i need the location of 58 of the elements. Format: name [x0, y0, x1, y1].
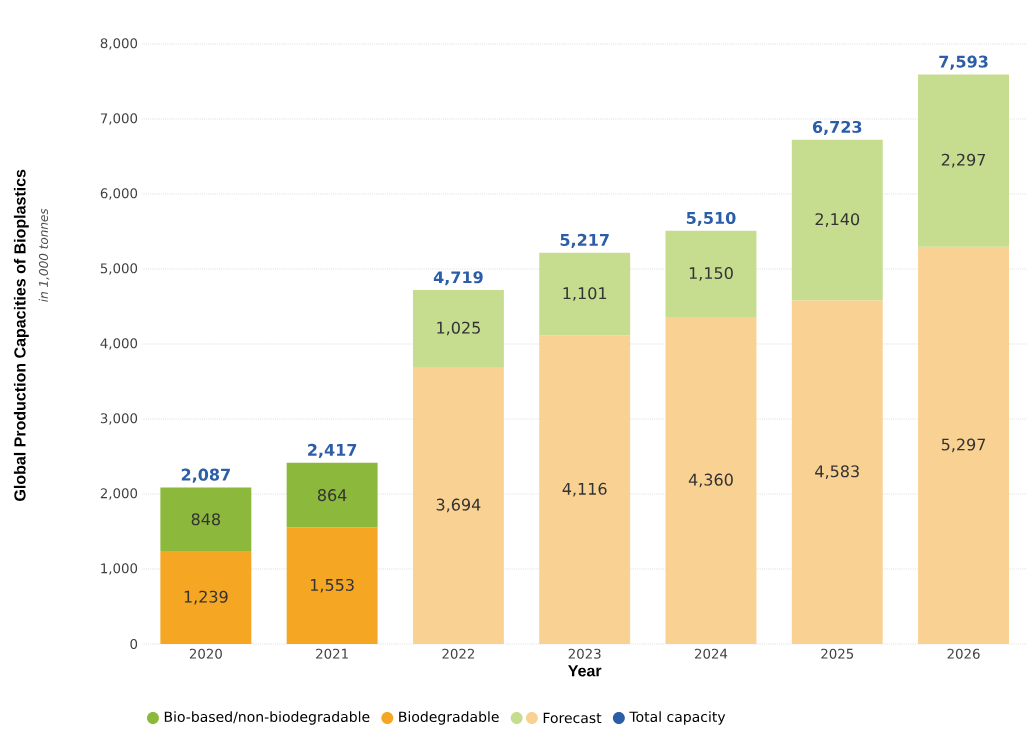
- x-tick-label: 2021: [316, 648, 348, 659]
- bar: [918, 246, 1010, 644]
- text: Forecast: [543, 712, 602, 724]
- y-tick-label: 7,000: [100, 113, 138, 125]
- text: Total capacity: [629, 711, 726, 725]
- bar: [412, 366, 504, 644]
- data-label: 1,553: [310, 578, 354, 593]
- data-label: 1,150: [689, 266, 733, 281]
- bar: [286, 527, 378, 644]
- x-axis-title: Year: [568, 665, 602, 677]
- data-label: 1,101: [563, 287, 607, 301]
- x-tick-label: 2024: [695, 648, 728, 659]
- text: in 1,000 tonnes: [38, 208, 50, 302]
- x-tick-label: 2022: [442, 648, 475, 659]
- data-label: 1,025: [437, 321, 480, 336]
- bar: [539, 252, 631, 336]
- total-label: 2,087: [181, 468, 230, 483]
- x-tick-label: 2025: [821, 648, 854, 659]
- data-label: 2,297: [941, 153, 986, 168]
- data-label: 4,583: [815, 465, 859, 479]
- total-label: 2,417: [308, 443, 357, 459]
- y-tick-label: 4,000: [100, 338, 138, 350]
- bar: [160, 551, 252, 644]
- y-tick-label: 0: [130, 638, 138, 650]
- data-label: 1,239: [184, 590, 228, 605]
- data-label: 3,694: [436, 498, 481, 513]
- y-axis-title: Global Production Capacities of Bioplastics: [13, 169, 29, 501]
- y-tick-label: 6,000: [100, 188, 138, 200]
- bar: [791, 300, 883, 644]
- data-label: 4,116: [562, 482, 607, 497]
- data-label: 4,360: [688, 473, 733, 488]
- y-tick-label: 2,000: [100, 488, 138, 500]
- y-tick-label: 1,000: [101, 563, 138, 575]
- bar: [412, 290, 504, 367]
- total-label: 5,217: [560, 233, 609, 249]
- y-tick-label: 5,000: [100, 263, 138, 275]
- bar: [918, 74, 1010, 247]
- total-label: 7,593: [939, 55, 988, 70]
- y-tick-label: 8,000: [100, 38, 138, 50]
- data-label: 2,140: [815, 213, 860, 227]
- bar: [665, 230, 757, 317]
- x-tick-label: 2023: [568, 648, 601, 659]
- total-label: 4,719: [433, 271, 483, 286]
- legend-label: Bio-based/non-biodegradable: [164, 711, 370, 725]
- bar: [539, 335, 631, 644]
- data-label: 848: [191, 513, 220, 526]
- total-label: 5,510: [686, 211, 736, 227]
- x-tick-label: 2026: [947, 648, 980, 659]
- bar: [791, 139, 883, 301]
- total-label: 6,723: [812, 120, 862, 136]
- x-tick-label: 2020: [189, 648, 222, 659]
- bar: [665, 316, 757, 644]
- data-label: 864: [317, 489, 347, 502]
- bar: [286, 462, 378, 528]
- bar: [160, 487, 252, 552]
- data-label: 5,297: [941, 438, 986, 453]
- legend-label: Biodegradable: [399, 711, 499, 725]
- y-tick-label: 3,000: [100, 413, 138, 425]
